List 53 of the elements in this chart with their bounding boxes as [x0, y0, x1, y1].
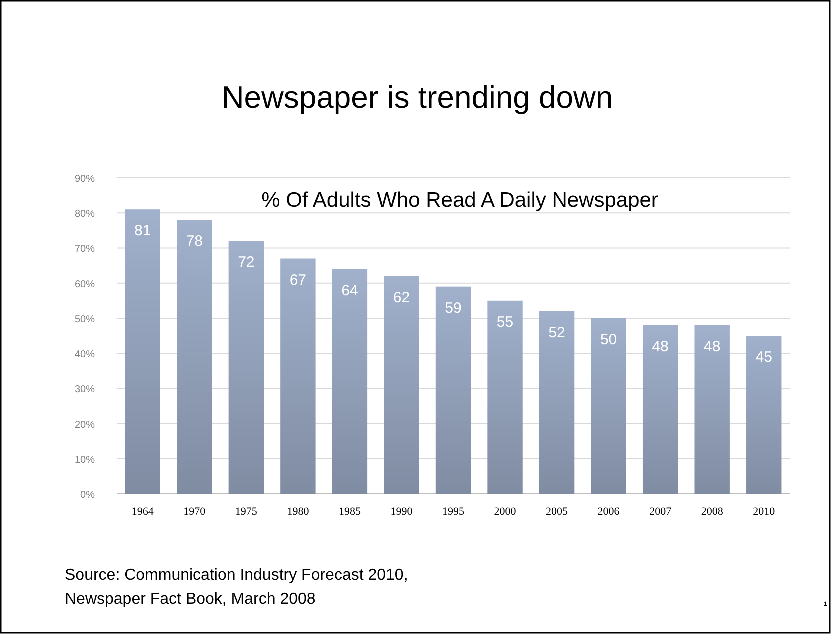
data-label: 62 — [393, 289, 410, 306]
bar — [280, 258, 316, 494]
y-tick-label: 60% — [74, 279, 96, 290]
bar — [694, 325, 730, 494]
bar — [384, 276, 420, 494]
data-label: 55 — [496, 314, 514, 331]
source-note: Source: Communication Industry Forecast 2010, — [65, 567, 408, 584]
x-tick-label: 2006 — [598, 506, 620, 518]
text: % Of Adults Who Read A Daily Newspaper — [262, 189, 658, 212]
y-tick-label: 20% — [74, 420, 96, 431]
y-tick-label: 30% — [74, 384, 96, 396]
y-tick-label: 50% — [74, 314, 96, 326]
bar — [125, 210, 160, 494]
data-label: 81 — [134, 222, 152, 240]
x-tick-label: 2000 — [494, 506, 517, 518]
x-tick-label: 1980 — [287, 506, 310, 518]
data-label: 48 — [652, 338, 669, 356]
x-tick-label: 1995 — [442, 506, 465, 518]
x-tick-label: 1975 — [235, 506, 258, 518]
y-tick-label: 40% — [74, 350, 96, 361]
x-tick-label: 1985 — [338, 506, 362, 518]
data-label: 45 — [756, 349, 772, 366]
bar — [228, 241, 264, 494]
x-tick-label: 1964 — [132, 506, 154, 518]
bar — [436, 286, 472, 494]
chart-title: Newspaper is trending down — [222, 80, 614, 115]
bar — [591, 318, 626, 494]
data-label: 48 — [704, 338, 721, 356]
x-tick-label: 2007 — [650, 506, 672, 518]
data-label: 67 — [290, 272, 307, 289]
data-label: 78 — [186, 233, 203, 250]
x-tick-label: 1970 — [184, 506, 206, 518]
bar — [746, 336, 782, 494]
data-label: 52 — [548, 324, 566, 342]
x-tick-label: 2005 — [546, 506, 569, 518]
data-label: 64 — [342, 282, 358, 300]
y-tick-label: 70% — [74, 244, 96, 256]
y-tick-label: 80% — [74, 209, 96, 220]
y-tick-label: 90% — [74, 174, 96, 185]
bar — [332, 269, 368, 494]
x-tick-label: 2008 — [701, 506, 724, 518]
data-label: 59 — [445, 300, 462, 317]
bar — [642, 325, 678, 494]
text: Newspaper Fact Book, March 2008 — [65, 591, 316, 608]
y-tick-label: 10% — [74, 454, 96, 466]
bar — [488, 300, 523, 494]
data-label: 50 — [600, 331, 618, 348]
y-tick-label: 0% — [80, 490, 96, 501]
bar — [177, 220, 212, 494]
x-tick-label: 2010 — [753, 506, 776, 518]
x-tick-label: 1990 — [390, 506, 414, 518]
data-label: 72 — [238, 254, 255, 272]
bar — [539, 311, 575, 494]
